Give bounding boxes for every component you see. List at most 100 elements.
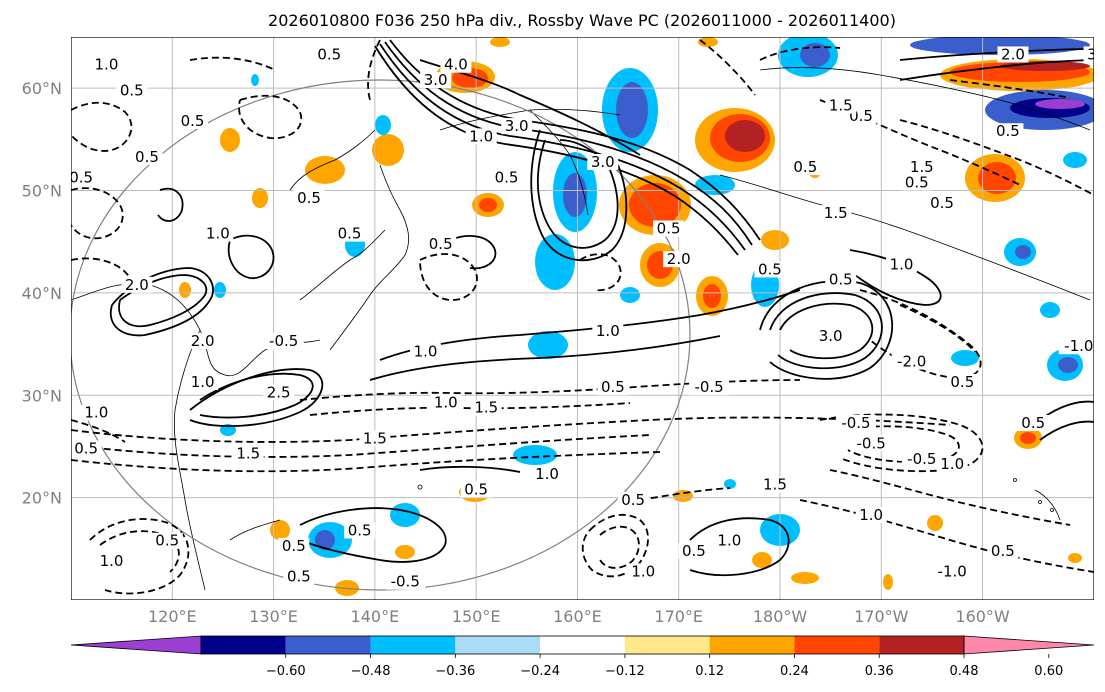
colorbar-tick-label: 0.24: [780, 664, 809, 679]
contour-label-bg: [835, 414, 876, 431]
contour-label: 1.5: [474, 399, 498, 417]
contour-label-bg: [430, 394, 462, 411]
contour-label: 0.5: [495, 168, 519, 186]
contour-label-bg: [278, 537, 310, 554]
contour-label-bg: [815, 327, 847, 344]
contour-label: -0.5: [907, 450, 936, 468]
contour-label-bg: [96, 553, 128, 570]
contour-label: 0.5: [120, 81, 144, 99]
contour-label: 2.0: [667, 250, 691, 268]
contour-label: 0.5: [793, 158, 817, 176]
colorbar-swatch: [455, 636, 541, 654]
contour-label: 1.5: [829, 97, 853, 115]
contour-label: 3.0: [819, 327, 843, 345]
contour-labels: 0.51.00.50.50.50.53.04.01.03.03.00.52.00…: [71, 45, 1105, 591]
positive-contours: [109, 39, 1094, 577]
contour-label: 1.5: [363, 429, 387, 447]
contour-label-bg: [754, 261, 786, 278]
contour-label: 3.0: [591, 153, 615, 171]
contour-label-bg: [825, 97, 857, 114]
contour-label: 1.0: [631, 562, 655, 580]
contour-label-bg: [80, 404, 112, 421]
contour-label: 1.0: [95, 56, 119, 74]
contour-label-bg: [825, 271, 857, 288]
contour-label-bg: [891, 353, 932, 370]
lat-tick-label: 60°N: [22, 79, 62, 98]
contour-label-bg: [263, 384, 295, 401]
contour-label-bg: [901, 174, 933, 191]
contour-label: 0.5: [829, 271, 853, 289]
contour-label-bg: [202, 225, 234, 242]
lon-tick-label: 170°E: [654, 607, 703, 626]
colorbar-swatch: [540, 636, 625, 654]
contour-label: -0.5: [269, 332, 298, 350]
contour-label: 0.5: [930, 194, 954, 212]
lon-tick-label: 180°W: [753, 607, 808, 626]
contour-label-bg: [886, 256, 918, 273]
contour-label-bg: [987, 542, 1019, 559]
colorbar-high-extend: [963, 635, 1095, 655]
colorbar-tick-label: −0.24: [520, 664, 560, 679]
contour-label: 1.0: [859, 506, 883, 524]
contour-label-bg: [1017, 414, 1049, 431]
colorbar-swatch: [201, 636, 286, 654]
contour-label-bg: [678, 542, 710, 559]
contour-label-bg: [151, 532, 183, 549]
contour-label-bg: [617, 491, 649, 508]
contour-label-bg: [71, 440, 102, 457]
contour-label-bg: [293, 189, 325, 206]
contour-label-bg: [187, 333, 219, 350]
contour-label-bg: [627, 563, 659, 580]
contour-label: 1.0: [717, 532, 741, 550]
contour-label: -0.5: [857, 434, 886, 452]
contour-label-bg: [713, 532, 745, 549]
colorbar-swatch: [370, 636, 456, 654]
lon-tick-label: 160°W: [955, 607, 1010, 626]
contour-label: 0.5: [657, 219, 681, 237]
contour-label-bg: [313, 46, 345, 63]
contour-label: 0.5: [348, 521, 372, 539]
contour-label-bg: [597, 379, 629, 396]
contour-label: 0.5: [682, 542, 706, 560]
map-title: 2026010800 F036 250 hPa div., Rossby Wav…: [268, 11, 896, 30]
colorbar-swatch: [624, 636, 710, 654]
contour-label: 1.5: [236, 445, 260, 463]
contour-label-bg: [283, 568, 315, 585]
contour-label: 0.5: [621, 491, 645, 509]
contour-label: 0.5: [464, 481, 488, 499]
lat-tick-label: 20°N: [22, 489, 62, 508]
lon-tick-label: 160°E: [553, 607, 602, 626]
contour-label: 0.5: [181, 112, 205, 130]
contour-label: 1.5: [763, 475, 787, 493]
contour-label: 1.0: [191, 373, 215, 391]
colorbar-swatch: [794, 636, 880, 654]
contour-label-bg: [906, 159, 938, 176]
contour-label: 0.5: [135, 148, 159, 166]
axis-ticks: 120°E 130°E 140°E 150°E 160°E 170°E 180°W 170°W…: [22, 79, 1010, 626]
colorbar-tick-label: −0.60: [266, 664, 306, 679]
contour-label: 1.0: [535, 465, 559, 483]
colorbar-tick-label: 0.60: [1034, 664, 1063, 679]
contour-label-bg: [187, 374, 219, 391]
contour-label: -1.0: [938, 562, 967, 580]
colorbar-tick-label: −0.36: [435, 664, 475, 679]
contour-label-bg: [1058, 338, 1094, 355]
contour-label-bg: [385, 573, 426, 590]
contour-label: 0.5: [429, 235, 453, 253]
contour-label: 1.0: [596, 322, 620, 340]
contour-label-bg: [344, 522, 376, 539]
contour-label: -1.0: [1064, 337, 1093, 355]
contour-label-bg: [936, 455, 968, 472]
lon-tick-label: 150°E: [452, 607, 501, 626]
contour-label: 3.0: [1087, 45, 1105, 63]
contour-label-bg: [759, 476, 791, 493]
contour-label-bg: [932, 563, 973, 580]
contour-label-bg: [470, 399, 502, 416]
contour-label: 1.5: [824, 204, 848, 222]
contour-label: 3.0: [505, 117, 529, 135]
contour-label-bg: [116, 82, 148, 99]
colorbar-tick-label: 0.48: [950, 664, 979, 679]
contour-label-bg: [663, 251, 695, 268]
contour-label-bg: [851, 435, 892, 452]
